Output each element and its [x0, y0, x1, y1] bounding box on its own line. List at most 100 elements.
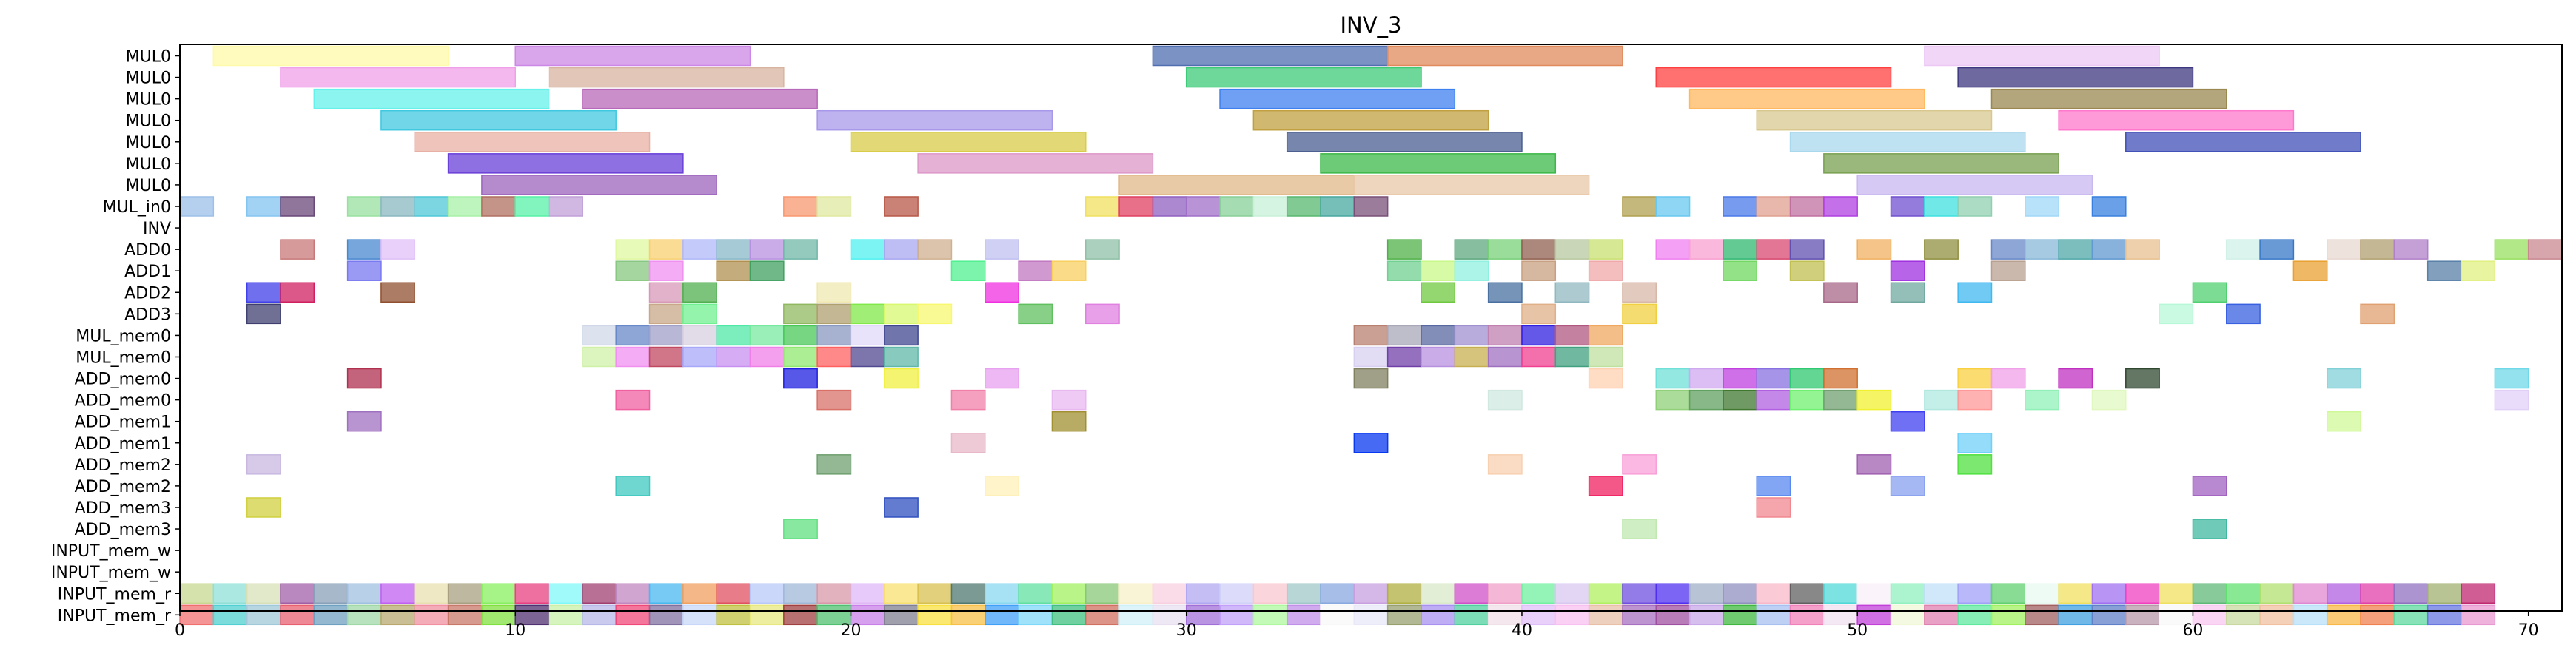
- task-bar: [1957, 583, 1993, 604]
- task-bar: [246, 196, 281, 217]
- task-bar: [481, 175, 717, 195]
- bars-layer: [179, 45, 2563, 626]
- task-bar: [1085, 583, 1120, 604]
- task-bar: [615, 239, 651, 260]
- x-tick-label: 20: [840, 621, 861, 640]
- task-bar: [280, 239, 315, 260]
- task-bar: [246, 282, 281, 303]
- task-bar: [2494, 389, 2529, 411]
- task-bar: [1588, 368, 1623, 389]
- task-bar: [884, 368, 919, 389]
- task-bar: [1688, 88, 1925, 109]
- task-bar: [2091, 583, 2127, 604]
- task-bar: [2192, 282, 2227, 303]
- task-bar: [1286, 604, 1321, 626]
- task-bar: [749, 325, 785, 346]
- task-bar: [917, 303, 953, 325]
- task-bar: [246, 454, 281, 475]
- y-tick-label: MUL0: [126, 134, 171, 152]
- task-bar: [2259, 583, 2295, 604]
- task-bar: [1823, 368, 1858, 389]
- task-bar: [2326, 411, 2361, 432]
- task-bar: [582, 346, 617, 368]
- task-bar: [1554, 604, 1590, 626]
- task-bar: [850, 346, 885, 368]
- task-bar: [1856, 175, 2093, 195]
- task-bar: [2192, 476, 2227, 496]
- task-bar: [682, 604, 717, 626]
- task-bar: [346, 196, 382, 217]
- task-bar: [1286, 196, 1321, 217]
- task-bar: [648, 325, 684, 346]
- task-bar: [414, 604, 449, 626]
- task-bar: [1924, 196, 1959, 217]
- task-bar: [1890, 282, 1925, 303]
- task-bar: [816, 346, 852, 368]
- x-tick-label: 0: [175, 621, 185, 640]
- task-bar: [1185, 67, 1422, 88]
- task-bar: [2494, 368, 2529, 389]
- task-bar: [246, 303, 281, 325]
- y-tick-label: MUL_in0: [103, 198, 171, 217]
- task-bar: [514, 604, 550, 626]
- task-bar: [481, 196, 516, 217]
- task-bar: [716, 260, 751, 281]
- task-bar: [1051, 583, 1087, 604]
- task-bar: [380, 282, 416, 303]
- task-bar: [1521, 303, 1557, 325]
- task-bar: [1421, 604, 1456, 626]
- task-bar: [1386, 260, 1422, 281]
- task-bar: [1990, 604, 2026, 626]
- task-bar: [850, 132, 1087, 152]
- task-bar: [950, 389, 986, 411]
- task-bar: [1018, 260, 1053, 281]
- task-bar: [1957, 67, 2194, 88]
- task-bar: [1353, 175, 1590, 195]
- task-bar: [648, 239, 684, 260]
- task-bar: [1588, 476, 1623, 496]
- y-tick-label: INV: [143, 220, 171, 238]
- task-bar: [380, 604, 416, 626]
- task-bar: [950, 260, 986, 281]
- task-bar: [246, 583, 281, 604]
- task-bar: [346, 260, 382, 281]
- task-bar: [1890, 260, 1925, 281]
- task-bar: [548, 604, 583, 626]
- task-bar: [783, 583, 818, 604]
- task-bar: [816, 282, 852, 303]
- task-bar: [1219, 604, 1255, 626]
- task-bar: [2025, 604, 2059, 626]
- task-bar: [1588, 239, 1623, 260]
- task-bar: [1320, 196, 1355, 217]
- task-bar: [447, 153, 684, 174]
- task-bar: [1924, 604, 1959, 626]
- task-bar: [2058, 604, 2093, 626]
- task-bar: [548, 583, 583, 604]
- task-bar: [1789, 368, 1825, 389]
- task-bar: [2326, 368, 2361, 389]
- task-bar: [2091, 389, 2127, 411]
- task-bar: [615, 476, 651, 496]
- task-bar: [1823, 196, 1858, 217]
- task-bar: [1185, 196, 1221, 217]
- task-bar: [1421, 260, 1456, 281]
- task-bar: [1688, 239, 1724, 260]
- task-bar: [2192, 519, 2227, 539]
- task-bar: [985, 604, 1019, 626]
- task-bar: [414, 196, 449, 217]
- task-bar: [2426, 260, 2462, 281]
- task-bar: [1622, 282, 1657, 303]
- task-bar: [1622, 303, 1657, 325]
- y-tick-label: MUL0: [126, 48, 171, 67]
- task-bar: [1152, 196, 1187, 217]
- task-bar: [1252, 109, 1489, 131]
- task-bar: [2461, 604, 2496, 626]
- task-bar: [2025, 389, 2059, 411]
- task-bar: [2393, 583, 2429, 604]
- task-bar: [346, 239, 382, 260]
- task-bar: [1353, 604, 1389, 626]
- task-bar: [447, 604, 483, 626]
- task-bar: [280, 196, 315, 217]
- task-bar: [2426, 583, 2462, 604]
- task-bar: [850, 583, 885, 604]
